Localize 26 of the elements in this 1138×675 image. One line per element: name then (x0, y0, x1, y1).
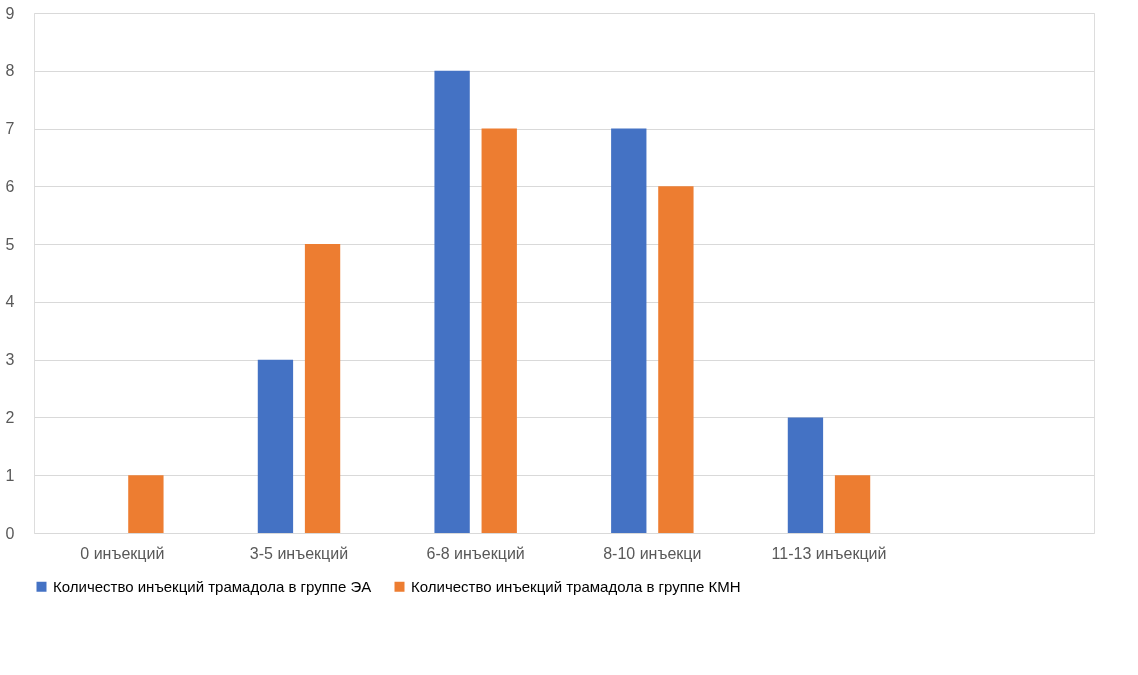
y-tick-label: 6 (5, 177, 15, 195)
y-tick-label: 7 (5, 120, 15, 138)
y-tick-label: 5 (5, 235, 15, 253)
y-tick-label: 9 (5, 4, 15, 22)
bar (834, 475, 871, 533)
y-tick-label: 1 (5, 466, 15, 484)
x-tick-label: 3-5 инъекций (249, 544, 349, 562)
legend-label: Количество инъекций трамадола в группе ЭА (53, 577, 372, 595)
y-tick-label: 8 (5, 62, 15, 80)
bar (257, 359, 294, 533)
bar (481, 128, 517, 533)
y-tick-label: 2 (5, 408, 15, 426)
legend-label: Количество инъекций трамадола в группе КМН (411, 577, 741, 595)
y-tick-label: 3 (5, 351, 15, 369)
bar (304, 244, 341, 533)
y-tick-label: 0 (5, 524, 15, 542)
y-tick-label: 4 (5, 293, 15, 311)
bar (611, 128, 647, 533)
x-tick-label: 6-8 инъекций (426, 544, 525, 562)
x-tick-label: 8-10 инъекци (603, 544, 702, 562)
x-tick-label: 11-13 инъекций (771, 544, 887, 562)
x-tick-label: 0 инъекций (80, 544, 165, 562)
bar (787, 417, 824, 533)
bar (434, 70, 470, 533)
bar (658, 186, 694, 533)
bar (128, 475, 164, 533)
